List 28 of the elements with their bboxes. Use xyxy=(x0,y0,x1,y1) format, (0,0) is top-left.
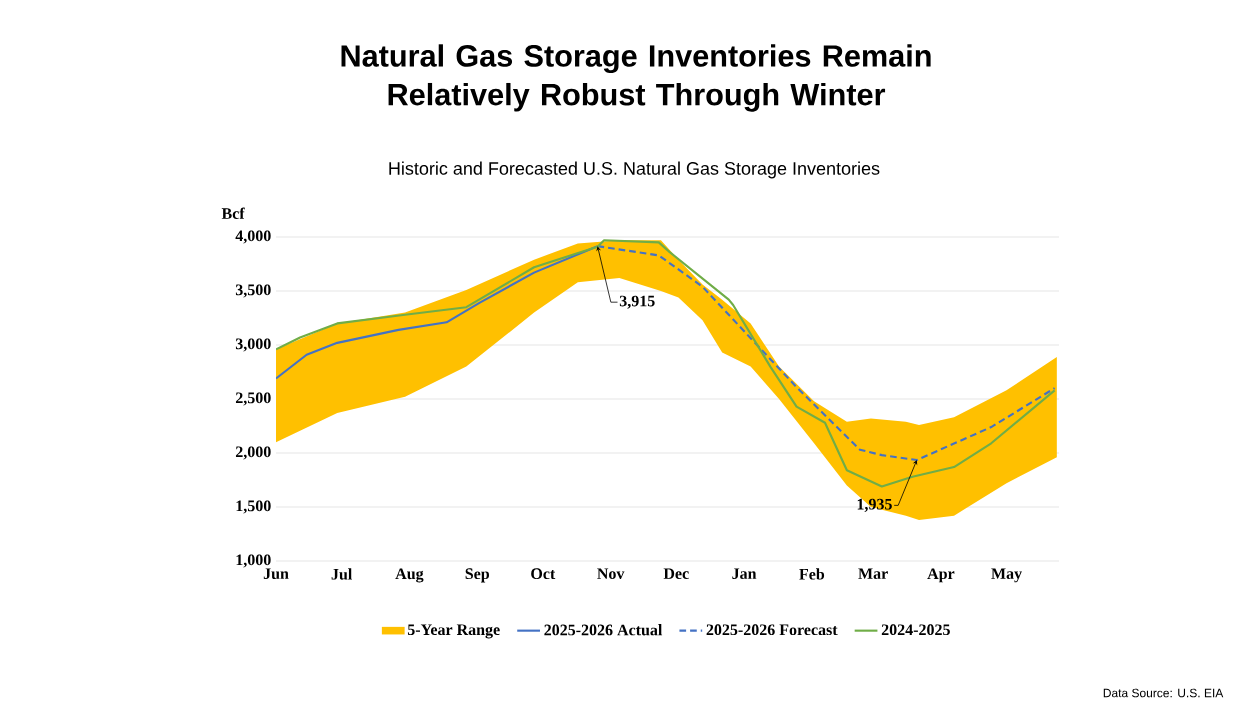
y-tick-label: 1,500 xyxy=(236,500,271,514)
x-tick-label: Mar xyxy=(858,568,888,579)
x-tick-label: Jun xyxy=(263,568,289,580)
x-tick-label: Jul xyxy=(331,568,353,580)
x-tick-label: Aug xyxy=(395,568,424,583)
y-tick-label: 3,000 xyxy=(235,338,271,352)
legend-label: 2025-2026 Actual xyxy=(544,624,663,636)
x-tick-label: Apr xyxy=(927,568,955,583)
x-tick-label: Dec xyxy=(663,568,689,579)
y-tick-label: 2,000 xyxy=(235,446,271,460)
x-tick-label: Feb xyxy=(799,568,825,580)
x-tick-label: Nov xyxy=(597,568,625,579)
y-tick-label: 3,500 xyxy=(235,284,271,298)
x-tick-label: May xyxy=(991,568,1022,583)
legend-label: 2024-2025 xyxy=(881,624,950,636)
x-tick-label: Jan xyxy=(732,568,757,579)
chart-subtitle: Historic and Forecasted U.S. Natural Gas Storage Inventories xyxy=(389,161,880,179)
x-tick-label: Oct xyxy=(531,568,556,580)
chart-title: Natural Gas Storage Inventories Remain Relatively Robust Through Winter xyxy=(341,44,931,112)
source-note: Data Source: U.S. EIA xyxy=(1103,688,1224,698)
x-tick-label: Sep xyxy=(465,568,490,583)
y-tick-label: 2,500 xyxy=(235,392,271,406)
y-tick-label: 1,000 xyxy=(236,554,271,568)
y-tick-label: 4,000 xyxy=(235,230,271,244)
y-axis-title: Bcf xyxy=(221,207,245,219)
legend-label: 2025-2026 Forecast xyxy=(706,624,838,636)
annotation: 3,915 xyxy=(619,295,655,309)
legend-label: 5-Year Range xyxy=(407,624,500,639)
